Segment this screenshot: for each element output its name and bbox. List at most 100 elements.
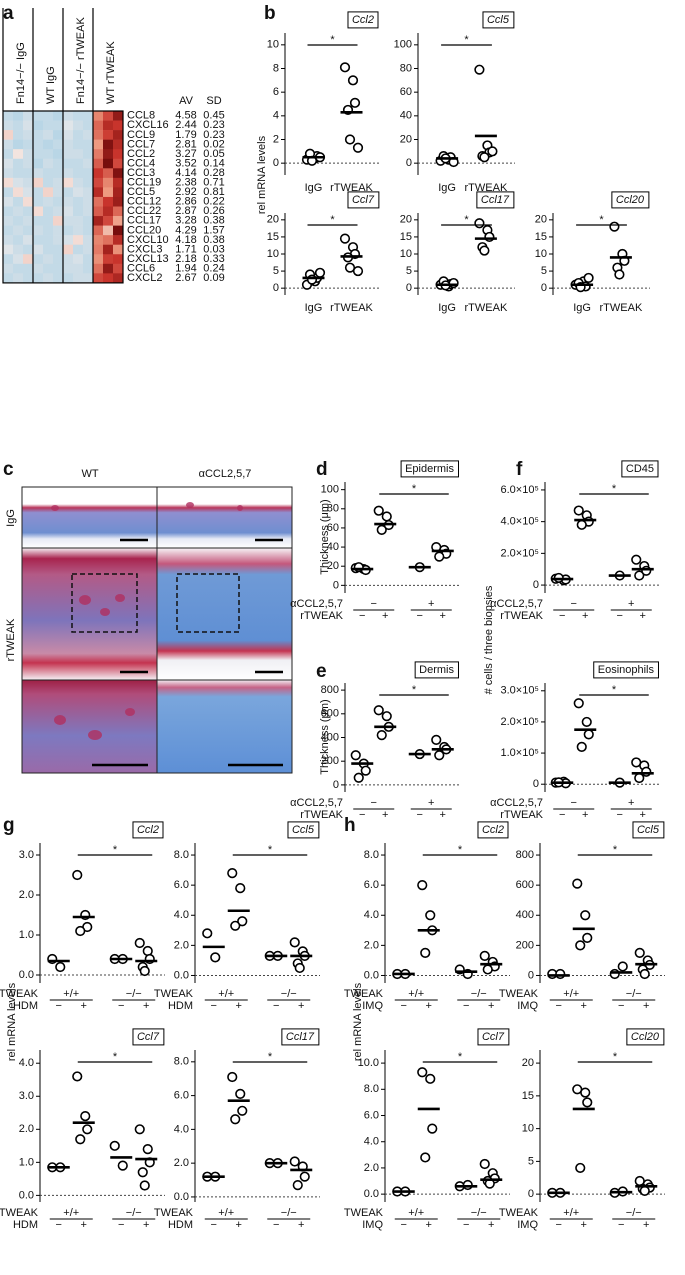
heat-cell bbox=[103, 235, 114, 245]
heat-cell bbox=[83, 149, 94, 160]
factor-level: − bbox=[417, 809, 423, 821]
data-point bbox=[72, 1071, 83, 1082]
data-point bbox=[425, 910, 436, 921]
heat-cell bbox=[83, 187, 94, 198]
factor-level: − bbox=[571, 797, 577, 809]
y-tick-label: 4.0 bbox=[174, 909, 189, 921]
y-tick-label: 800 bbox=[516, 849, 534, 861]
factor-level: − bbox=[463, 1219, 469, 1231]
factor-name: rTWEAK bbox=[500, 610, 543, 622]
heat-cell bbox=[33, 235, 44, 245]
factor-name: TWEAK bbox=[154, 1207, 194, 1219]
factor-level: − bbox=[359, 809, 365, 821]
data-point bbox=[376, 730, 387, 741]
zoom-box bbox=[176, 573, 240, 633]
data-point bbox=[576, 741, 587, 752]
chart-title: Ccl5 bbox=[292, 824, 315, 836]
y-tick-label: 2 bbox=[273, 133, 279, 145]
y-tick-label: 6.0 bbox=[364, 879, 379, 891]
heat-cell bbox=[13, 139, 24, 150]
data-point bbox=[373, 705, 384, 716]
heat-cell bbox=[73, 225, 84, 236]
y-tick-label: 5 bbox=[541, 265, 547, 277]
heat-cell bbox=[13, 130, 24, 140]
heat-cell bbox=[113, 225, 124, 236]
data-point bbox=[230, 920, 241, 931]
y-tick-label: 60 bbox=[400, 86, 412, 98]
y-tick-label: 5 bbox=[406, 265, 412, 277]
heat-cell bbox=[23, 206, 34, 217]
heat-cell bbox=[103, 206, 114, 217]
sd-value: 0.24 bbox=[203, 262, 224, 274]
heat-cell bbox=[103, 168, 114, 179]
panel-label: g bbox=[3, 815, 15, 836]
chart-title: Eosinophils bbox=[598, 664, 655, 676]
data-point bbox=[289, 1156, 300, 1167]
dot-chart: 0 2 4 6 8 10 Ccl2 * IgG rTWEAK rel mRNA levels bbox=[256, 11, 380, 214]
heat-cell bbox=[93, 273, 104, 284]
y-tick-label: 3.0 bbox=[19, 849, 34, 861]
x-tick-label: IgG bbox=[438, 182, 456, 194]
heat-cell bbox=[23, 111, 34, 121]
factor-level: − bbox=[401, 1000, 407, 1012]
factor-name: αCCL2,5,7 bbox=[290, 598, 343, 610]
heat-cell bbox=[3, 168, 14, 179]
heat-cell bbox=[93, 120, 104, 131]
heat-cell bbox=[103, 263, 114, 274]
heat-cell bbox=[3, 158, 14, 169]
heat-cell bbox=[33, 196, 44, 207]
factor-level: + bbox=[382, 809, 388, 821]
significance-label: * bbox=[268, 1051, 273, 1063]
data-point bbox=[72, 869, 83, 881]
chart-title: Ccl2 bbox=[482, 824, 504, 836]
y-tick-label: 20 bbox=[400, 214, 412, 226]
data-point bbox=[352, 142, 364, 153]
av-value: 2.18 bbox=[175, 253, 196, 265]
heat-cell bbox=[13, 244, 24, 255]
heat-cell bbox=[43, 196, 54, 207]
y-tick-label: 10 bbox=[400, 248, 412, 260]
x-tick-label: IgG bbox=[305, 302, 323, 314]
heat-cell bbox=[3, 235, 14, 245]
data-point bbox=[573, 505, 584, 516]
heat-cell bbox=[83, 120, 94, 131]
av-value: 4.29 bbox=[175, 224, 196, 236]
heat-cell bbox=[83, 196, 94, 207]
sd-value: 0.26 bbox=[203, 205, 224, 217]
y-tick-label: 6.0 bbox=[174, 879, 189, 891]
data-point bbox=[482, 964, 493, 975]
panel-label: d bbox=[316, 459, 328, 480]
heat-cell bbox=[103, 111, 114, 121]
y-tick-label: 60 bbox=[327, 522, 339, 534]
y-tick-label: 4 bbox=[273, 110, 279, 122]
data-point bbox=[479, 245, 490, 256]
y-tick-label: 8.0 bbox=[174, 1056, 189, 1068]
data-point bbox=[448, 277, 459, 289]
y-axis-label: Thickness (μm) bbox=[319, 499, 331, 574]
heat-cell bbox=[13, 216, 24, 226]
factor-level: +/+ bbox=[408, 988, 424, 1000]
heat-cell bbox=[23, 158, 34, 169]
factor-level: + bbox=[643, 1219, 649, 1231]
heat-cell bbox=[63, 254, 74, 265]
heat-cell bbox=[83, 225, 94, 236]
factor-level: + bbox=[581, 1219, 587, 1231]
av-value: 3.28 bbox=[175, 215, 196, 227]
data-point bbox=[202, 928, 213, 939]
factor-level: + bbox=[643, 1000, 649, 1012]
av-value: 2.38 bbox=[175, 177, 196, 189]
heat-cell bbox=[93, 111, 104, 121]
data-point bbox=[137, 1167, 148, 1178]
data-point bbox=[614, 269, 625, 280]
factor-name: IMQ bbox=[362, 1219, 383, 1231]
y-axis-label: rel mRNA levels bbox=[256, 135, 268, 214]
heat-cell bbox=[93, 130, 104, 140]
heat-cell bbox=[33, 216, 44, 226]
y-axis-label: # cells / three biopsies bbox=[483, 585, 495, 694]
heat-cell bbox=[13, 111, 24, 121]
dot-chart: 0 1.0×10⁵ 2.0×10⁵ 3.0×10⁵ Eosinophils * αCCL2,… bbox=[490, 661, 660, 821]
heat-cell bbox=[43, 111, 54, 121]
y-axis-label: rel mRNA levels bbox=[352, 982, 364, 1061]
heat-cell bbox=[43, 139, 54, 150]
